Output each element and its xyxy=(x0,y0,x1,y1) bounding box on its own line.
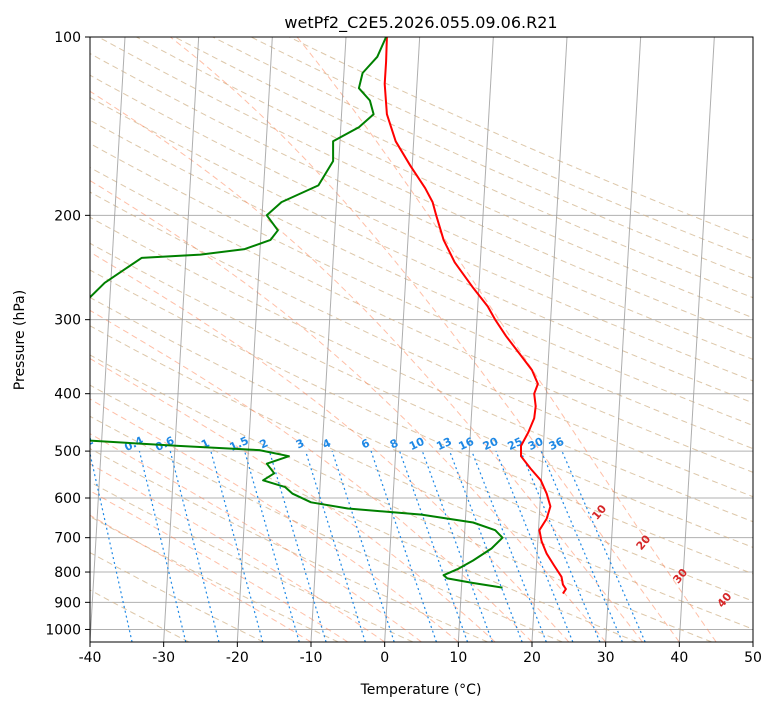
x-tick-label: 10 xyxy=(449,650,467,666)
mixing-ratio-line xyxy=(269,451,326,642)
x-tick-label: -20 xyxy=(226,650,249,666)
moist-adiabat-label: 30 xyxy=(670,566,690,586)
dry-adiabat-line xyxy=(0,37,264,642)
y-tick-label: 600 xyxy=(54,491,81,507)
isotherm-line xyxy=(606,37,641,642)
y-tick-label: 200 xyxy=(54,208,81,224)
x-tick-label: -40 xyxy=(79,650,102,666)
y-tick-label: 100 xyxy=(54,30,81,46)
mixing-ratio-label: 8 xyxy=(388,436,400,451)
y-tick-label: 800 xyxy=(54,565,81,581)
isotherm-line xyxy=(679,37,714,642)
mixing-ratio-line xyxy=(562,451,645,642)
moist-adiabat-label: 40 xyxy=(715,590,735,610)
y-tick-label: 400 xyxy=(54,387,81,403)
y-tick-label: 300 xyxy=(54,313,81,329)
mixing-ratio-label: 0.1 xyxy=(26,434,49,454)
mixing-ratio-line xyxy=(211,451,263,642)
dry-adiabat-line xyxy=(0,37,413,642)
dry-adiabat-line xyxy=(137,37,775,642)
isotherm-line xyxy=(90,37,125,642)
moist-adiabat-line xyxy=(0,37,348,642)
isotherm-line xyxy=(311,37,346,642)
mixing-ratio-line xyxy=(245,451,300,642)
mixing-ratio-line xyxy=(541,451,622,642)
isotherm-line xyxy=(532,37,567,642)
x-tick-label: -10 xyxy=(300,650,323,666)
plot-area: 0.10.20.40.611.52346810131620253036-100-… xyxy=(0,37,775,642)
moist-adiabat-line xyxy=(0,37,532,642)
y-tick-label: 1000 xyxy=(45,622,81,638)
moist-adiabat-line xyxy=(0,37,606,642)
moist-adiabat-line xyxy=(0,37,569,642)
moist-adiabat-line xyxy=(297,37,716,642)
mixing-ratio-label: 10 xyxy=(407,435,427,453)
x-tick-label: 40 xyxy=(670,650,688,666)
dry-adiabat-line xyxy=(0,37,189,642)
y-tick-label: 700 xyxy=(54,531,81,547)
mixing-ratio-label: 36 xyxy=(547,435,567,453)
mixing-ratio-label: 20 xyxy=(481,435,501,453)
y-tick-label: 500 xyxy=(54,444,81,460)
mixing-ratio-label: 3 xyxy=(294,436,306,451)
mixing-ratio-label: 1 xyxy=(199,436,211,451)
mixing-ratio-label: 13 xyxy=(434,435,453,453)
x-tick-label: 50 xyxy=(744,650,762,666)
x-tick-label: 30 xyxy=(597,650,615,666)
mixing-ratio-line xyxy=(306,451,366,642)
mixing-ratio-label: 16 xyxy=(457,435,477,453)
mixing-ratio-line xyxy=(371,451,436,642)
moist-adiabat-label: 10 xyxy=(589,502,609,522)
chart-title: wetPf2_C2E5.2026.055.09.06.R21 xyxy=(284,13,557,33)
moist-adiabat-label: 20 xyxy=(634,532,654,552)
mixing-ratio-line xyxy=(472,451,547,642)
y-tick-label: 900 xyxy=(54,595,81,611)
dry-adiabat-line xyxy=(0,37,562,642)
isotherm-line xyxy=(753,37,775,642)
dry-adiabat-line xyxy=(60,37,775,642)
x-axis-label: Temperature (°C) xyxy=(360,682,482,698)
x-tick-label: 0 xyxy=(380,650,389,666)
isotherm-line xyxy=(237,37,272,642)
x-tick-label: -30 xyxy=(152,650,175,666)
moist-adiabat-line xyxy=(0,37,495,642)
moist-adiabat-line xyxy=(0,37,385,642)
dewpoint-profile-line xyxy=(90,37,386,297)
y-axis-label: Pressure (hPa) xyxy=(12,290,28,390)
isotherm-line xyxy=(385,37,420,642)
temperature-profile-line xyxy=(385,37,566,594)
mixing-ratio-line xyxy=(521,451,600,642)
mixing-ratio-line xyxy=(170,451,219,642)
x-tick-label: 20 xyxy=(523,650,541,666)
